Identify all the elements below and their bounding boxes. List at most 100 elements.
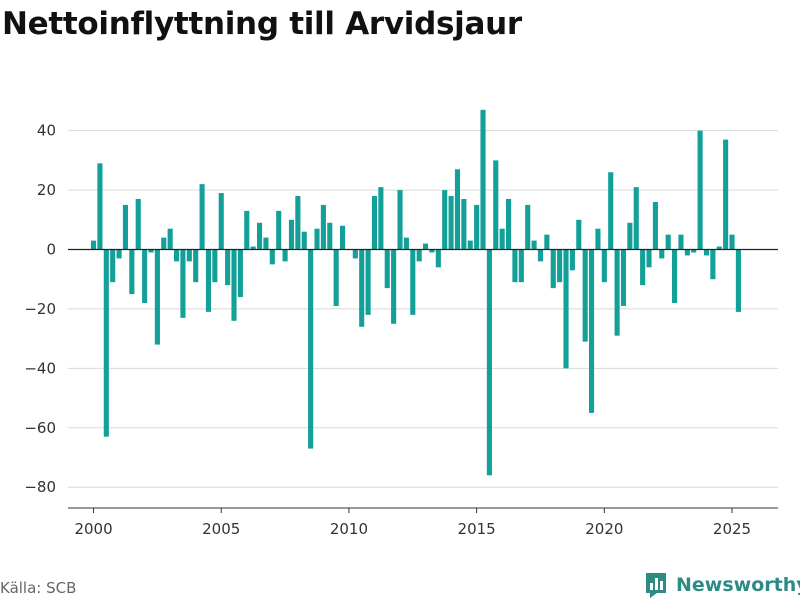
x-tick-label: 2000 xyxy=(74,520,112,538)
bar xyxy=(295,196,301,250)
bar xyxy=(512,249,518,283)
bar xyxy=(205,249,212,312)
bar xyxy=(129,249,135,295)
bar xyxy=(589,249,595,413)
bar xyxy=(397,190,403,250)
y-tick-label: 0 xyxy=(46,241,56,259)
y-tick-label: 40 xyxy=(37,122,56,140)
bar xyxy=(199,184,205,250)
bar xyxy=(359,249,365,327)
bar xyxy=(537,249,544,262)
bar xyxy=(90,240,97,250)
brand-logo-link[interactable]: Newsworthy xyxy=(644,570,800,600)
bar xyxy=(135,198,141,250)
y-tick-label: −40 xyxy=(24,359,56,377)
y-tick-label: 20 xyxy=(37,181,56,199)
bar xyxy=(231,249,237,321)
bar xyxy=(327,222,333,250)
bar xyxy=(672,249,678,303)
bar xyxy=(167,228,173,250)
bar xyxy=(269,249,275,265)
bar xyxy=(384,249,390,289)
x-tick-label: 2005 xyxy=(202,520,240,538)
y-tick-label: −60 xyxy=(24,419,56,437)
bar xyxy=(710,249,716,280)
bar xyxy=(659,249,665,259)
bar xyxy=(467,240,473,250)
bar xyxy=(442,190,448,250)
bar xyxy=(314,228,320,250)
bar xyxy=(103,249,109,437)
bar xyxy=(148,249,154,253)
bar xyxy=(525,204,531,250)
source-note: Källa: SCB xyxy=(0,579,77,597)
bar xyxy=(250,246,256,250)
bar xyxy=(365,249,371,315)
x-tick-label: 2025 xyxy=(713,520,751,538)
bar xyxy=(582,249,588,342)
bar xyxy=(429,249,435,253)
y-tick-label: −20 xyxy=(24,300,56,318)
chart-title: Nettoinflyttning till Arvidsjaur xyxy=(2,6,522,42)
gridlines xyxy=(68,130,778,488)
bar xyxy=(684,249,690,256)
bar xyxy=(142,249,148,303)
bar xyxy=(320,204,326,250)
bar xyxy=(212,249,218,283)
bar xyxy=(371,196,378,250)
bar xyxy=(263,237,269,250)
bar xyxy=(186,249,192,262)
axes: 40 20 0 −20 −40 −60 −80 2000 2005 2010 2015 2020 202… xyxy=(24,122,778,538)
bar xyxy=(703,249,710,256)
bar xyxy=(461,198,467,250)
bars xyxy=(90,109,741,476)
bar xyxy=(716,246,722,250)
bar xyxy=(378,187,384,250)
bar xyxy=(244,210,250,250)
bar xyxy=(154,249,160,345)
bar xyxy=(735,249,741,312)
bar xyxy=(557,249,563,283)
bar xyxy=(256,222,263,250)
bar xyxy=(601,249,607,283)
bar xyxy=(595,228,601,250)
bar xyxy=(518,249,524,283)
x-tick-label: 2010 xyxy=(330,520,368,538)
bar xyxy=(678,234,684,250)
bar xyxy=(563,249,569,369)
bar xyxy=(403,237,409,250)
bar xyxy=(122,204,129,250)
bar xyxy=(627,222,633,250)
x-tick-label: 2020 xyxy=(585,520,623,538)
bar xyxy=(620,249,627,306)
bar xyxy=(544,234,550,250)
bar xyxy=(480,109,486,250)
bar xyxy=(697,130,703,250)
bar xyxy=(646,249,652,268)
bar xyxy=(288,219,295,250)
bar xyxy=(110,249,116,283)
bar xyxy=(499,228,505,250)
bar xyxy=(173,249,180,262)
bar xyxy=(531,240,537,250)
bar xyxy=(391,249,397,324)
bar xyxy=(493,160,499,250)
bar xyxy=(97,163,103,250)
bar xyxy=(237,249,243,298)
x-tick-label: 2015 xyxy=(458,520,496,538)
bar xyxy=(180,249,186,318)
bar xyxy=(193,249,199,283)
bar xyxy=(116,249,122,259)
bar xyxy=(665,234,671,250)
bar xyxy=(633,187,639,250)
bar xyxy=(640,249,646,286)
bar xyxy=(474,204,480,250)
bar xyxy=(569,249,575,271)
bar xyxy=(454,169,461,250)
bar xyxy=(448,196,454,250)
bar xyxy=(608,172,614,250)
bar xyxy=(416,249,422,262)
bar xyxy=(225,249,231,286)
bar-chart-logo-icon xyxy=(646,573,666,598)
